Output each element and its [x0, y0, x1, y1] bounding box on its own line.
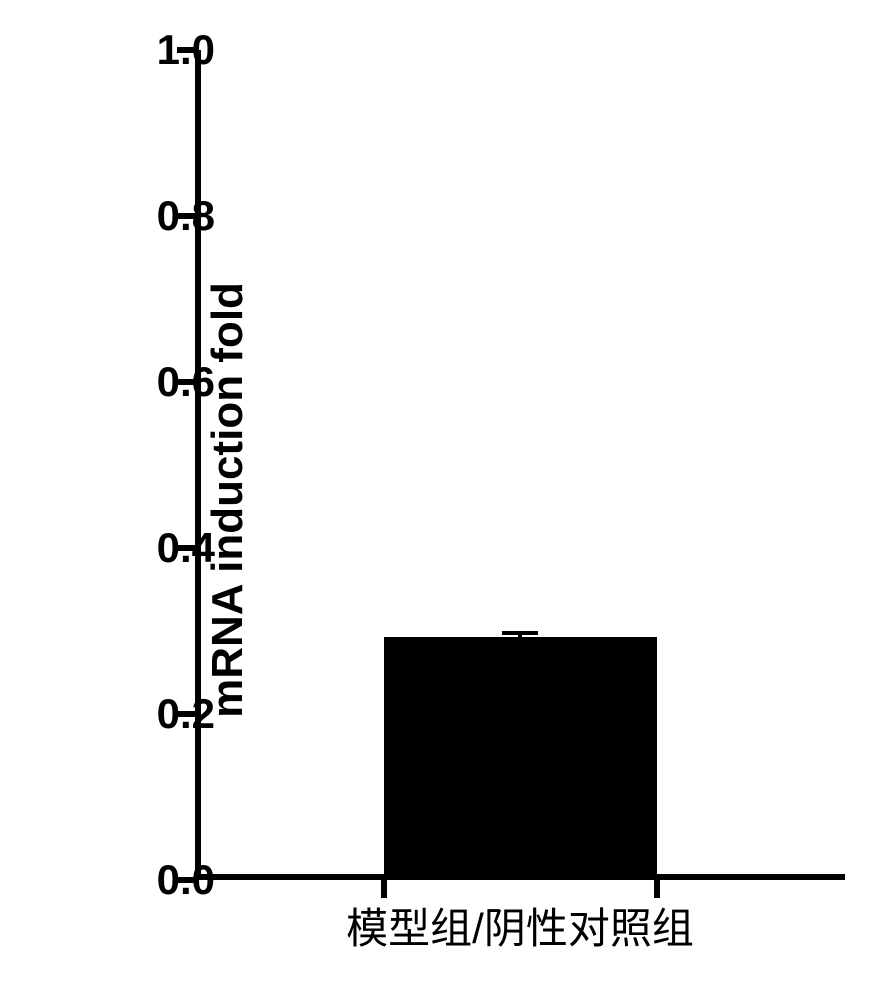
- y-tick-label: 0.4: [135, 524, 215, 572]
- x-axis: [195, 874, 845, 880]
- chart-container: mRNA induction fold 0.00.20.40.60.81.0模型…: [0, 0, 895, 1000]
- bar: [384, 637, 657, 874]
- y-tick-label: 0.0: [135, 856, 215, 904]
- y-axis: [195, 50, 201, 880]
- y-tick-label: 0.8: [135, 192, 215, 240]
- y-tick-label: 0.6: [135, 358, 215, 406]
- x-tick-label: 模型组/阴性对照组: [346, 895, 694, 956]
- y-tick-label: 0.2: [135, 690, 215, 738]
- plot-area: [195, 50, 845, 880]
- y-tick-label: 1.0: [135, 26, 215, 74]
- error-bar-cap: [502, 631, 538, 635]
